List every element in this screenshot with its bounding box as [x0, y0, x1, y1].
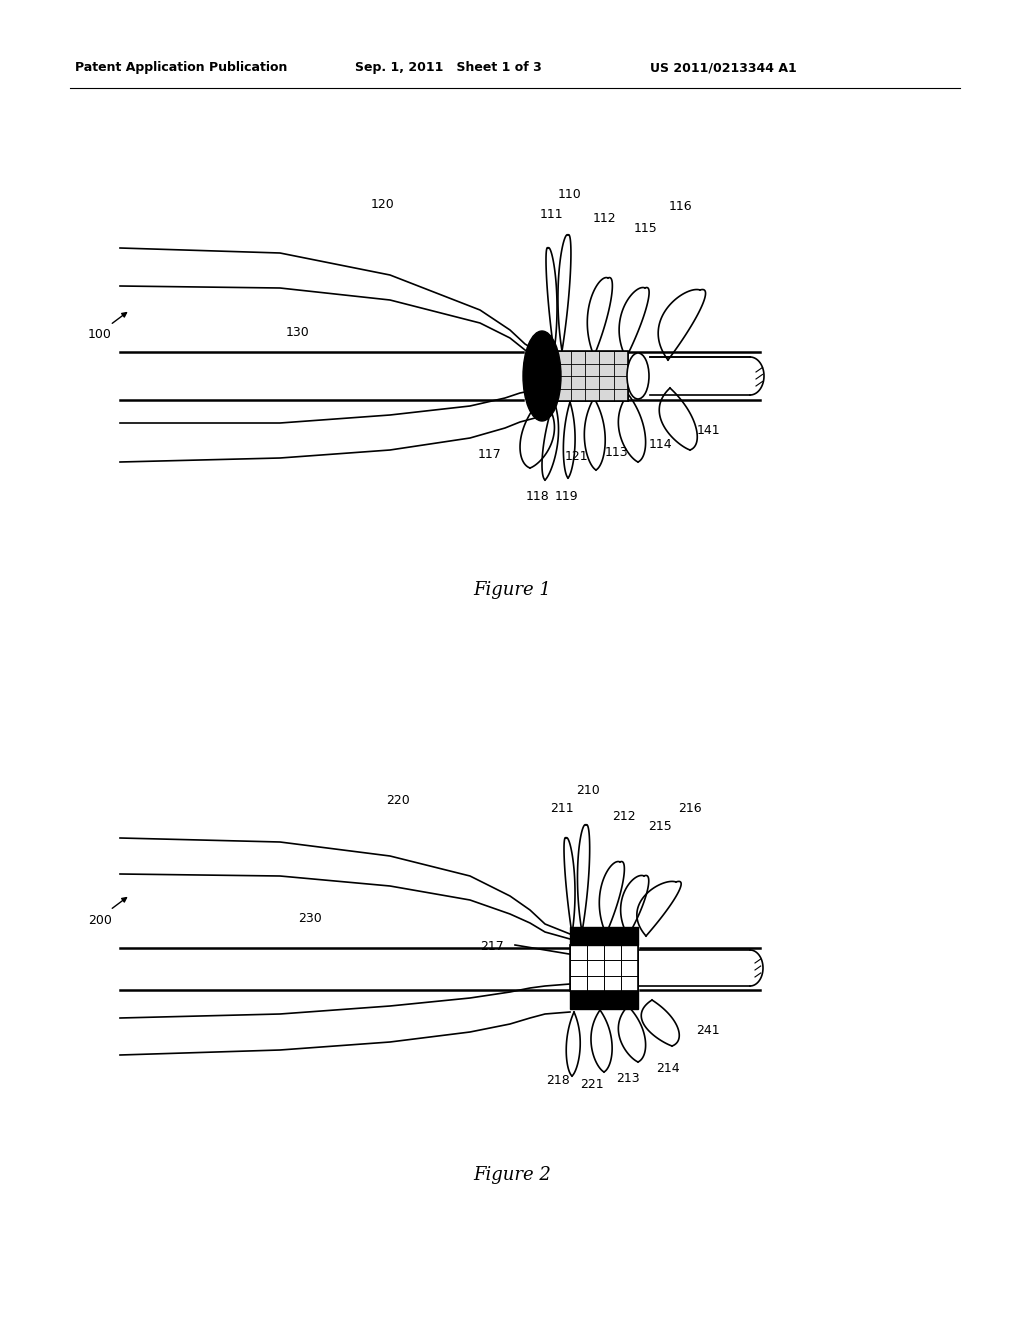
Text: 121: 121 — [564, 450, 588, 463]
Text: 116: 116 — [669, 201, 692, 214]
Bar — [542, 351, 628, 401]
Text: 112: 112 — [592, 211, 615, 224]
Text: 212: 212 — [612, 809, 636, 822]
Text: 215: 215 — [648, 820, 672, 833]
Ellipse shape — [523, 331, 561, 421]
Text: 118: 118 — [526, 491, 550, 503]
Bar — [570, 927, 638, 945]
Bar — [570, 945, 638, 991]
Text: Sep. 1, 2011   Sheet 1 of 3: Sep. 1, 2011 Sheet 1 of 3 — [355, 62, 542, 74]
Text: 117: 117 — [478, 449, 502, 462]
Ellipse shape — [627, 352, 649, 399]
Text: 111: 111 — [540, 209, 563, 222]
Text: 210: 210 — [577, 784, 600, 796]
Text: 230: 230 — [298, 912, 322, 924]
Text: 100: 100 — [88, 329, 112, 342]
Text: US 2011/0213344 A1: US 2011/0213344 A1 — [650, 62, 797, 74]
Text: 211: 211 — [550, 801, 573, 814]
Text: 213: 213 — [616, 1072, 640, 1085]
Text: 216: 216 — [678, 801, 701, 814]
Text: Patent Application Publication: Patent Application Publication — [75, 62, 288, 74]
Text: 220: 220 — [386, 793, 410, 807]
Text: 115: 115 — [634, 222, 657, 235]
Text: Figure 2: Figure 2 — [473, 1166, 551, 1184]
Text: 214: 214 — [656, 1061, 680, 1074]
Text: Figure 1: Figure 1 — [473, 581, 551, 599]
Text: 221: 221 — [581, 1078, 604, 1092]
Text: 120: 120 — [371, 198, 395, 211]
Text: 119: 119 — [554, 491, 578, 503]
Text: 200: 200 — [88, 913, 112, 927]
Text: 241: 241 — [696, 1023, 720, 1036]
Text: 114: 114 — [648, 438, 672, 451]
Text: 141: 141 — [696, 424, 720, 437]
Bar — [570, 991, 638, 1008]
Text: 110: 110 — [558, 189, 582, 202]
Text: 218: 218 — [546, 1073, 570, 1086]
Text: 130: 130 — [286, 326, 310, 338]
Text: 217: 217 — [480, 940, 504, 953]
Text: 113: 113 — [604, 446, 628, 458]
